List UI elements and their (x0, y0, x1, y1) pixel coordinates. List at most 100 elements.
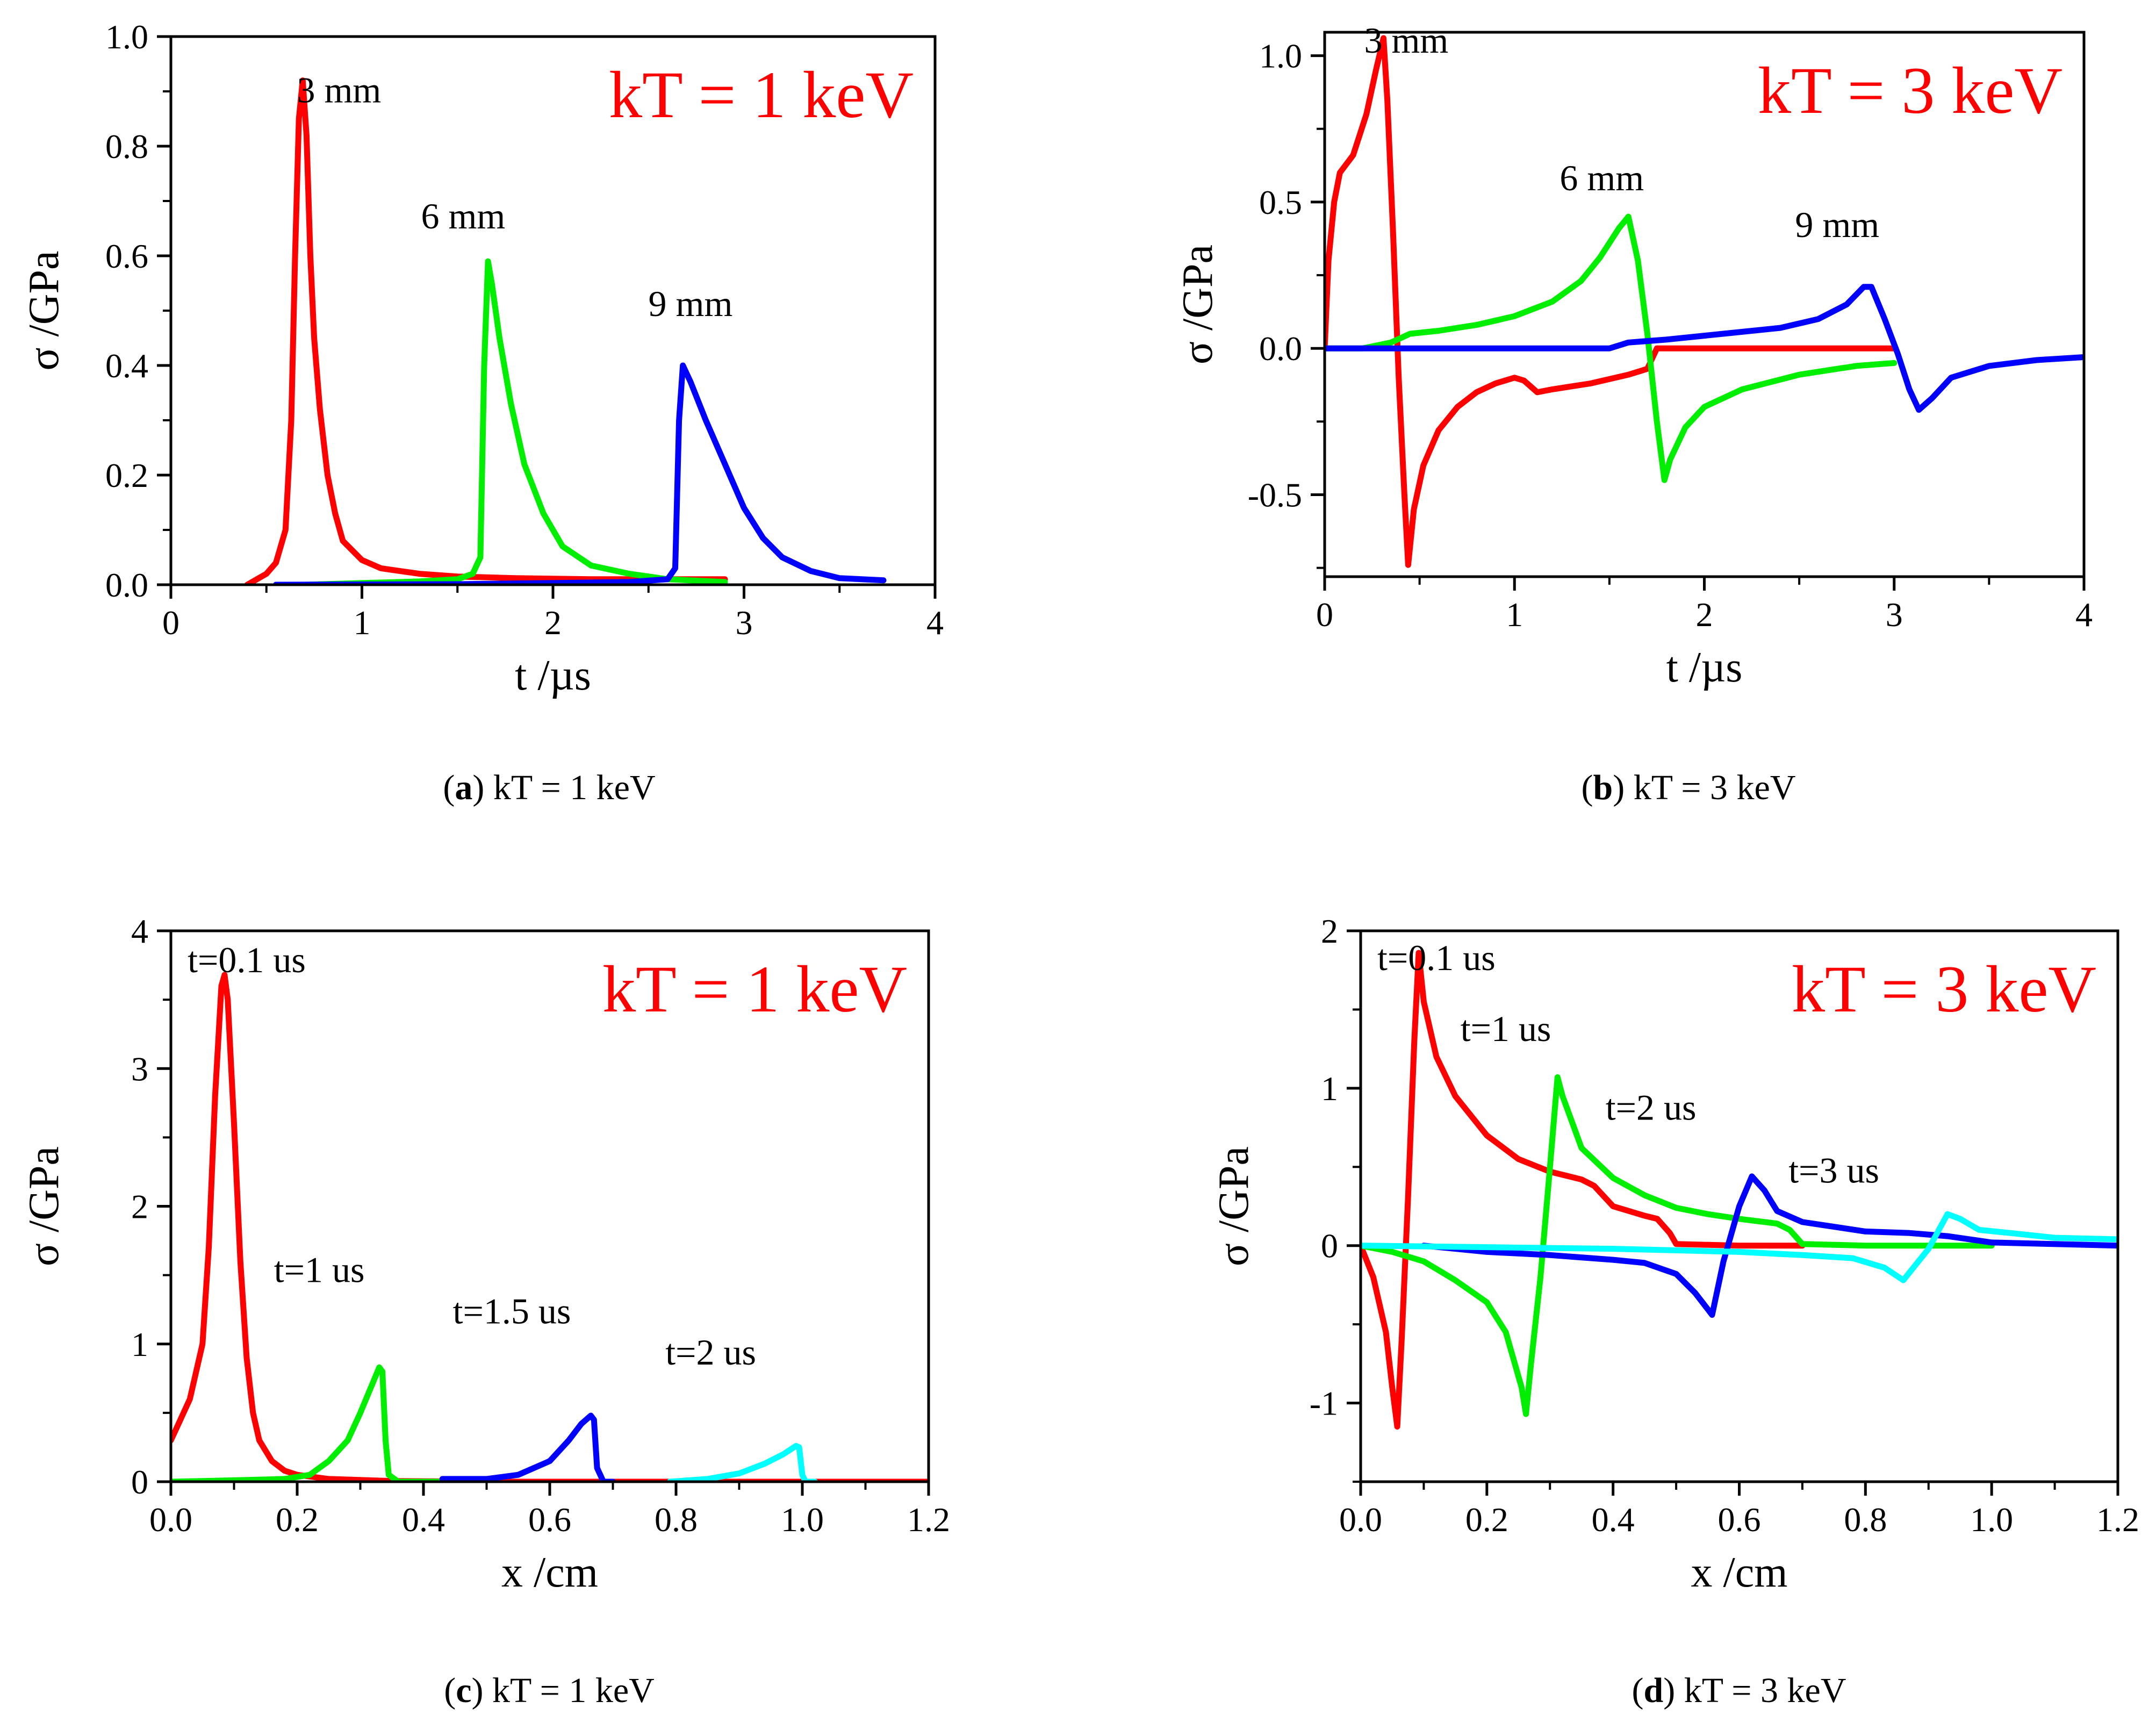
panel-d-annotation: t=1 us (1461, 1008, 1551, 1049)
panel-a-series-9-mm (273, 362, 887, 585)
panel-c-kt-label: kT = 1 keV (602, 952, 907, 1026)
panel-c-x-tick-label: 1.2 (907, 1501, 950, 1539)
panel-d-y-tick-label: -1 (1310, 1384, 1338, 1423)
panel-a: 0 1 2 3 4 0.0 0.2 0.4 0.6 0.8 1.0 t /µs σ /GPa kT = 1… (20, 18, 944, 807)
panel-a-x-tick-label: 1 (354, 604, 371, 642)
panel-d-y-tick-label: 2 (1321, 912, 1338, 950)
panel-d-series-group (1361, 950, 2118, 1430)
panel-d-series-t-0-1-us (1361, 950, 1806, 1430)
panel-a-x-tick-label: 4 (926, 604, 944, 642)
panel-b-x-axis-label: t /µs (1666, 644, 1743, 691)
panel-a-caption-close-paren: ) (472, 768, 493, 807)
panel-a-annotation: 9 mm (649, 283, 733, 324)
panel-a-y-tick-label: 0.2 (105, 456, 148, 494)
panel-a-y-tick-label: 0.0 (105, 566, 148, 604)
panel-c-annotation: t=1.5 us (453, 1290, 571, 1331)
panel-b-caption: (b) kT = 3 keV (1582, 768, 1796, 807)
panel-d-x-tick-label: 1.0 (1970, 1501, 2013, 1539)
panel-c-y-axis-label: σ /GPa (20, 1146, 68, 1266)
panel-b-y-tick-label: -0.5 (1248, 476, 1302, 514)
panel-c-x-tick-label: 0.2 (276, 1501, 319, 1539)
panel-c-annotation: t=2 us (665, 1332, 756, 1373)
panel-c-caption-letter: c (456, 1671, 471, 1710)
panel-d-annotation: t=0.1 us (1377, 937, 1496, 978)
panel-b-y-axis-label: σ /GPa (1174, 245, 1221, 364)
panel-b-y-tick-label: 0.5 (1259, 183, 1302, 221)
panel-d-y-tick-label: 0 (1321, 1227, 1338, 1265)
panel-a-y-tick-label: 1.0 (105, 18, 148, 56)
panel-a-y-tick-label: 0.4 (105, 347, 148, 385)
panel-b-series-9-mm (1325, 284, 2084, 413)
panel-c-y-tick-label: 2 (131, 1188, 148, 1226)
panel-c-x-tick-label: 0.0 (149, 1501, 192, 1539)
panel-a-y-tick-label: 0.8 (105, 127, 148, 166)
panel-d-x-tick-label: 1.2 (2096, 1501, 2139, 1539)
panel-b-annotation: 9 mm (1795, 204, 1879, 245)
panel-c-y-tick-label: 1 (131, 1325, 148, 1363)
panel-d: 0.0 0.2 0.4 0.6 0.8 1.0 1.2 -1 0 1 2 x /cm σ /GPa kT … (1210, 912, 2139, 1710)
panel-a-y-tick-label: 0.6 (105, 237, 148, 275)
panel-c-x-tick-label: 0.6 (528, 1501, 571, 1539)
panel-a-y-axis-label: σ /GPa (20, 250, 68, 370)
panel-d-series-t-1-us (1361, 1074, 1995, 1417)
panel-c-series-group (171, 972, 929, 1482)
panel-a-caption-letter: a (455, 768, 472, 807)
panel-a-caption-open-paren: ( (443, 768, 455, 807)
panel-a-kt-label: kT = 1 keV (609, 58, 914, 132)
panel-d-series-t-3-us (1361, 1211, 2118, 1283)
panel-b-annotation: 3 mm (1364, 20, 1448, 61)
panel-b-caption-close-paren: ) (1613, 768, 1633, 807)
panel-a-series-6-mm (301, 258, 728, 585)
panel-b-x-tick-label: 0 (1316, 595, 1333, 634)
panel-d-x-tick-label: 0.8 (1844, 1501, 1887, 1539)
panel-c-caption-text: kT = 1 keV (492, 1671, 655, 1710)
panel-b-kt-label: kT = 3 keV (1758, 54, 2062, 127)
panel-d-caption-close-paren: ) (1663, 1671, 1684, 1710)
panel-b-x-tick-label: 4 (2075, 595, 2093, 634)
panel-b-series-6-mm (1325, 213, 1898, 483)
panel-b-caption-text: kT = 3 keV (1634, 768, 1796, 807)
panel-a-series-3-mm (244, 77, 728, 585)
panel-c-series-t-2-us (666, 1442, 818, 1482)
panel-b-series-group (1325, 35, 2084, 568)
panel-d-caption-letter: d (1643, 1671, 1663, 1710)
panel-d-caption: (d) kT = 3 keV (1632, 1671, 1846, 1710)
panel-b-x-tick-label: 3 (1886, 595, 1903, 634)
panel-a-annotation: 3 mm (297, 69, 381, 110)
panel-d-x-tick-label: 0.4 (1592, 1501, 1635, 1539)
panel-c-caption-close-paren: ) (471, 1671, 492, 1710)
panel-d-x-tick-label: 0.2 (1465, 1501, 1508, 1539)
panel-c: 0.0 0.2 0.4 0.6 0.8 1.0 1.2 0 1 2 3 4 x /cm σ /GPa kT … (20, 912, 950, 1710)
panel-b-annotation: 6 mm (1559, 157, 1644, 198)
panel-b-x-tick-label: 2 (1696, 595, 1713, 634)
panel-b-y-tick-label: 0.0 (1259, 329, 1302, 368)
panel-d-annotation: t=3 us (1788, 1150, 1879, 1191)
panel-b: 0 1 2 3 4 -0.5 0.0 0.5 1.0 t /µs σ /GPa kT = 3 keV 3… (1174, 20, 2093, 807)
panel-d-x-tick-label: 0.0 (1339, 1501, 1382, 1539)
panel-d-x-tick-label: 0.6 (1718, 1501, 1761, 1539)
panel-d-y-tick-label: 1 (1321, 1069, 1338, 1108)
panel-c-y-tick-label: 0 (131, 1463, 148, 1501)
panel-d-y-axis-label: σ /GPa (1210, 1146, 1257, 1266)
panel-a-annotation: 6 mm (421, 196, 506, 236)
panel-c-y-tick-label: 3 (131, 1050, 148, 1088)
panel-c-series-t-0-1-us (171, 972, 929, 1482)
panel-c-annotation: t=0.1 us (188, 939, 306, 980)
panel-c-y-tick-label: 4 (131, 912, 148, 950)
panel-d-annotation: t=2 us (1606, 1087, 1697, 1128)
panel-d-kt-label: kT = 3 keV (1792, 952, 2096, 1026)
panel-a-x-axis-label: t /µs (515, 652, 591, 699)
panel-c-x-tick-label: 0.4 (402, 1501, 445, 1539)
panel-c-caption: (c) kT = 1 keV (444, 1671, 655, 1710)
panel-a-caption-text: kT = 1 keV (493, 768, 656, 807)
panel-c-x-tick-label: 0.8 (655, 1501, 698, 1539)
panel-b-x-tick-label: 1 (1506, 595, 1523, 634)
panel-b-caption-open-paren: ( (1582, 768, 1593, 807)
panel-b-y-tick-label: 1.0 (1259, 37, 1302, 75)
panel-a-x-tick-label: 2 (544, 604, 562, 642)
panel-c-annotation: t=1 us (274, 1249, 365, 1290)
panel-b-caption-letter: b (1593, 768, 1613, 807)
panel-d-caption-open-paren: ( (1632, 1671, 1644, 1710)
